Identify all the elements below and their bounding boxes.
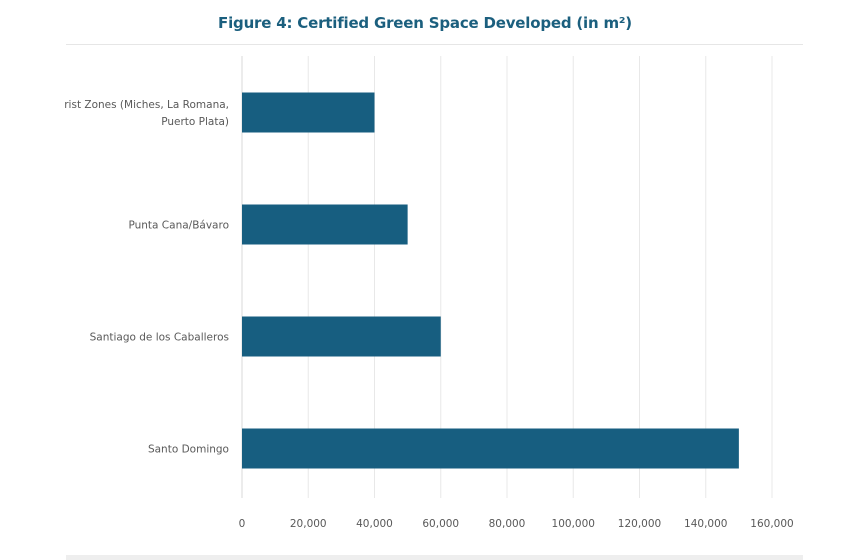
x-tick-label: 160,000 <box>750 518 793 530</box>
bottom-divider <box>66 555 803 560</box>
x-tick-label: 80,000 <box>489 518 526 530</box>
category-label: Punta Cana/Bávaro <box>128 220 229 232</box>
bar <box>242 428 739 469</box>
x-tick-label: 100,000 <box>552 518 595 530</box>
title-divider <box>66 44 803 45</box>
category-label: Puerto Plata) <box>161 116 229 128</box>
x-tick-label: 60,000 <box>422 518 459 530</box>
x-tick-label: 0 <box>239 518 246 530</box>
bar <box>242 204 408 245</box>
bar <box>242 92 375 133</box>
category-label: rist Zones (Miches, La Romana, <box>64 99 229 111</box>
x-tick-label: 120,000 <box>618 518 661 530</box>
bar <box>242 316 441 357</box>
category-label: Santiago de los Caballeros <box>90 332 229 344</box>
x-tick-label: 40,000 <box>356 518 393 530</box>
chart-title: Figure 4: Certified Green Space Develope… <box>218 14 632 32</box>
category-label: Santo Domingo <box>148 444 229 456</box>
x-tick-label: 20,000 <box>290 518 327 530</box>
x-tick-label: 140,000 <box>684 518 727 530</box>
